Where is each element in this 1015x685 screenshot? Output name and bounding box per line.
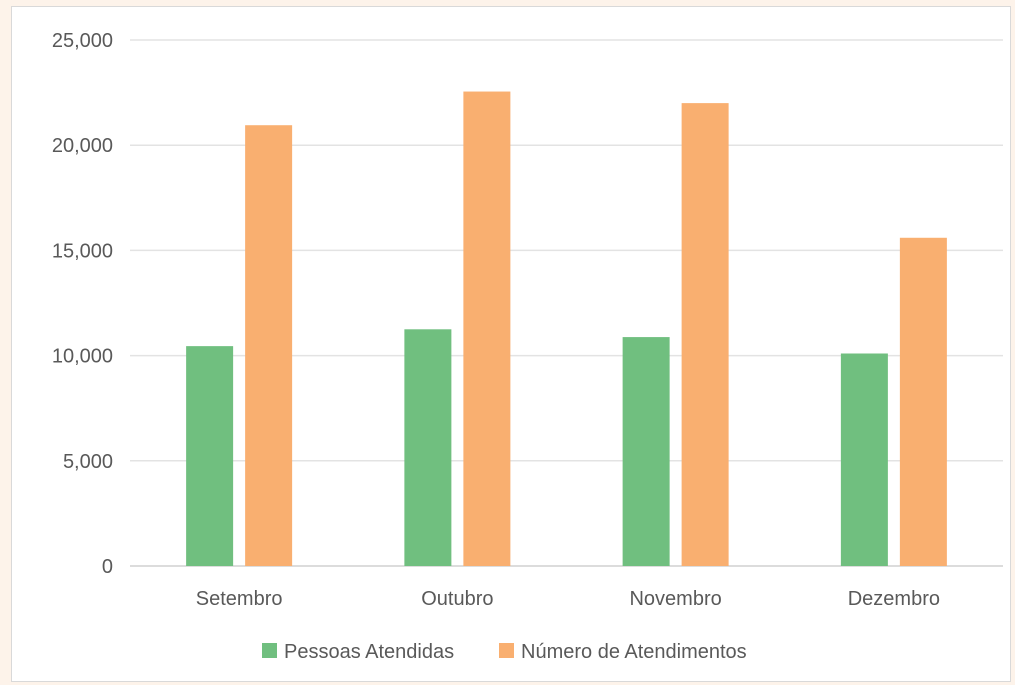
bar-numero-de-atendimentos: [899, 237, 947, 566]
y-tick-label: 20,000: [52, 135, 113, 157]
x-category-label: Outubro: [421, 588, 493, 610]
y-tick-label: 0: [102, 556, 113, 578]
legend-swatch: [262, 643, 277, 658]
legend-label: Número de Atendimentos: [521, 641, 747, 663]
y-tick-label: 10,000: [52, 346, 113, 368]
x-category-label: Setembro: [196, 588, 283, 610]
bar-pessoas-atendidas: [186, 346, 234, 566]
bar-numero-de-atendimentos: [245, 125, 293, 566]
legend-swatch: [499, 643, 514, 658]
bar-pessoas-atendidas: [404, 329, 452, 566]
bar-pessoas-atendidas: [622, 337, 670, 566]
x-category-label: Novembro: [629, 588, 721, 610]
bar-numero-de-atendimentos: [463, 91, 511, 566]
bar-pessoas-atendidas: [840, 353, 888, 566]
y-tick-label: 25,000: [52, 30, 113, 52]
x-category-label: Dezembro: [848, 588, 940, 610]
y-tick-label: 5,000: [63, 451, 113, 473]
chart-frame: [11, 6, 1011, 682]
y-tick-label: 15,000: [52, 240, 113, 262]
legend-label: Pessoas Atendidas: [284, 641, 454, 663]
bar-numero-de-atendimentos: [681, 103, 729, 567]
